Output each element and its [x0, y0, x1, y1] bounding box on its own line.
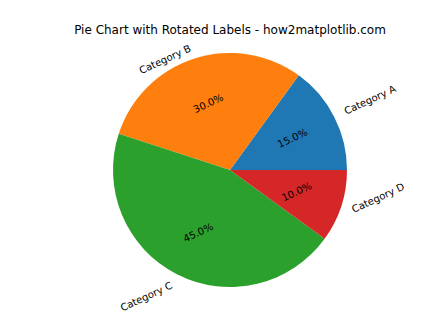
data-label: 10.0% — [280, 180, 313, 203]
category-label: Category C — [119, 280, 174, 314]
background — [0, 0, 448, 336]
labels: Category A 15.0% Category B30.0% Category C… — [119, 43, 407, 314]
category-label: Category D — [350, 181, 406, 215]
slice — [230, 170, 347, 239]
data-label: 30.0% — [192, 92, 225, 115]
data-label: 45.0% — [181, 221, 214, 244]
category-label: Category A — [342, 83, 397, 117]
chart: Pie Chart with Rotated Labels - how2matp… — [0, 0, 448, 336]
slices — [113, 53, 347, 287]
title: Pie Chart with Rotated Labels - how2matp… — [74, 23, 386, 37]
category-label: Category B — [137, 43, 192, 77]
data-label: 15.0% — [276, 126, 309, 149]
